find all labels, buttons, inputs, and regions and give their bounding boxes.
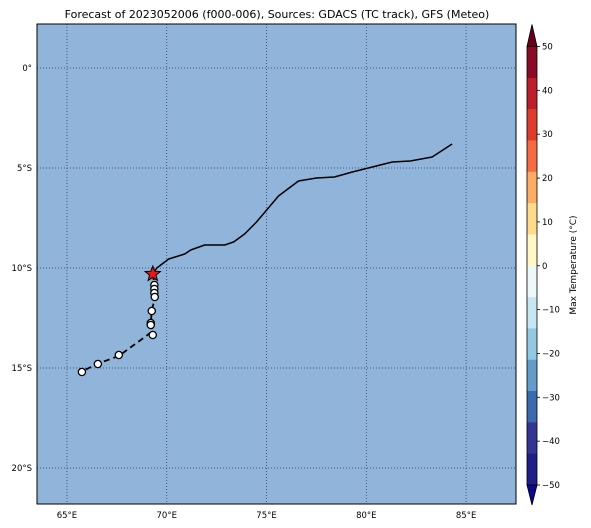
gridlines xyxy=(37,24,516,504)
colorbar-arrow-bottom xyxy=(526,484,538,506)
colorbar-tick-label: −50 xyxy=(542,481,560,491)
colorbar-segment xyxy=(527,265,537,298)
colorbar-tick-label: −20 xyxy=(542,349,560,359)
colorbar-segment xyxy=(527,77,537,110)
forecast-track-line xyxy=(152,143,453,275)
ocean-background xyxy=(37,24,516,504)
y-tick-label: 0° xyxy=(22,64,32,74)
y-tick-label: 5°S xyxy=(17,164,32,174)
storm-position-marker xyxy=(147,306,157,316)
storm-position-marker xyxy=(93,359,103,369)
colorbar-segment xyxy=(527,109,537,141)
colorbar-arrow-top xyxy=(526,24,538,47)
colorbar-segment xyxy=(527,203,537,235)
storm-position-marker xyxy=(148,330,158,340)
colorbar-segment xyxy=(527,234,537,267)
colorbar-tick-label: −10 xyxy=(542,306,560,316)
y-tick-label: 20°S xyxy=(12,464,32,474)
storm-position-marker xyxy=(150,292,160,302)
colorbar-segments xyxy=(526,24,538,506)
colorbar: 50 40 30 20 10 0 −10 −20 −30 −40 −50 Max Temperatu… xyxy=(526,24,579,506)
colorbar-tick-label: 30 xyxy=(542,130,553,140)
map-title: Forecast of 2023052006 (f000-006), Sourc… xyxy=(65,8,490,21)
map-frame xyxy=(36,23,517,505)
colorbar-segment xyxy=(527,328,537,361)
colorbar-label: Max Temperature (°C) xyxy=(569,215,579,314)
colorbar-tick-label: 50 xyxy=(542,43,553,53)
y-tick-label: 10°S xyxy=(12,264,32,274)
x-tick-label: 80°E xyxy=(356,511,376,521)
storm-markers xyxy=(77,264,162,377)
x-tick-label: 85°E xyxy=(456,511,476,521)
current-position-star xyxy=(143,264,162,282)
storm-position-marker xyxy=(146,320,156,330)
storm-position-marker xyxy=(77,367,87,377)
colorbar-tick-label: −30 xyxy=(542,393,560,403)
map-panel: 65°E 70°E 75°E 80°E 85°E 0° 5°S 10°S 15°S 20°S xyxy=(12,23,517,521)
colorbar-segment xyxy=(527,422,537,454)
colorbar-tick-label: 0 xyxy=(542,262,547,272)
y-tick-label: 15°S xyxy=(12,364,32,374)
colorbar-segment xyxy=(527,46,537,79)
colorbar-tick-label: 20 xyxy=(542,174,553,184)
x-tick-label: 65°E xyxy=(57,511,77,521)
colorbar-ticks: 50 40 30 20 10 0 −10 −20 −30 −40 −50 xyxy=(537,43,560,491)
colorbar-segment xyxy=(527,453,537,486)
colorbar-tick-label: −40 xyxy=(542,437,560,447)
colorbar-segment xyxy=(527,140,537,173)
storm-position-marker xyxy=(114,350,124,360)
y-axis-ticks: 0° 5°S 10°S 15°S 20°S xyxy=(12,64,32,474)
x-tick-label: 70°E xyxy=(157,511,177,521)
colorbar-segment xyxy=(527,359,537,392)
colorbar-segment xyxy=(527,297,537,329)
x-tick-label: 75°E xyxy=(256,511,276,521)
colorbar-tick-label: 10 xyxy=(542,218,553,228)
x-axis-ticks: 65°E 70°E 75°E 80°E 85°E xyxy=(57,511,477,521)
colorbar-tick-label: 40 xyxy=(542,86,553,96)
colorbar-segment xyxy=(527,171,537,204)
colorbar-segment xyxy=(527,391,537,423)
